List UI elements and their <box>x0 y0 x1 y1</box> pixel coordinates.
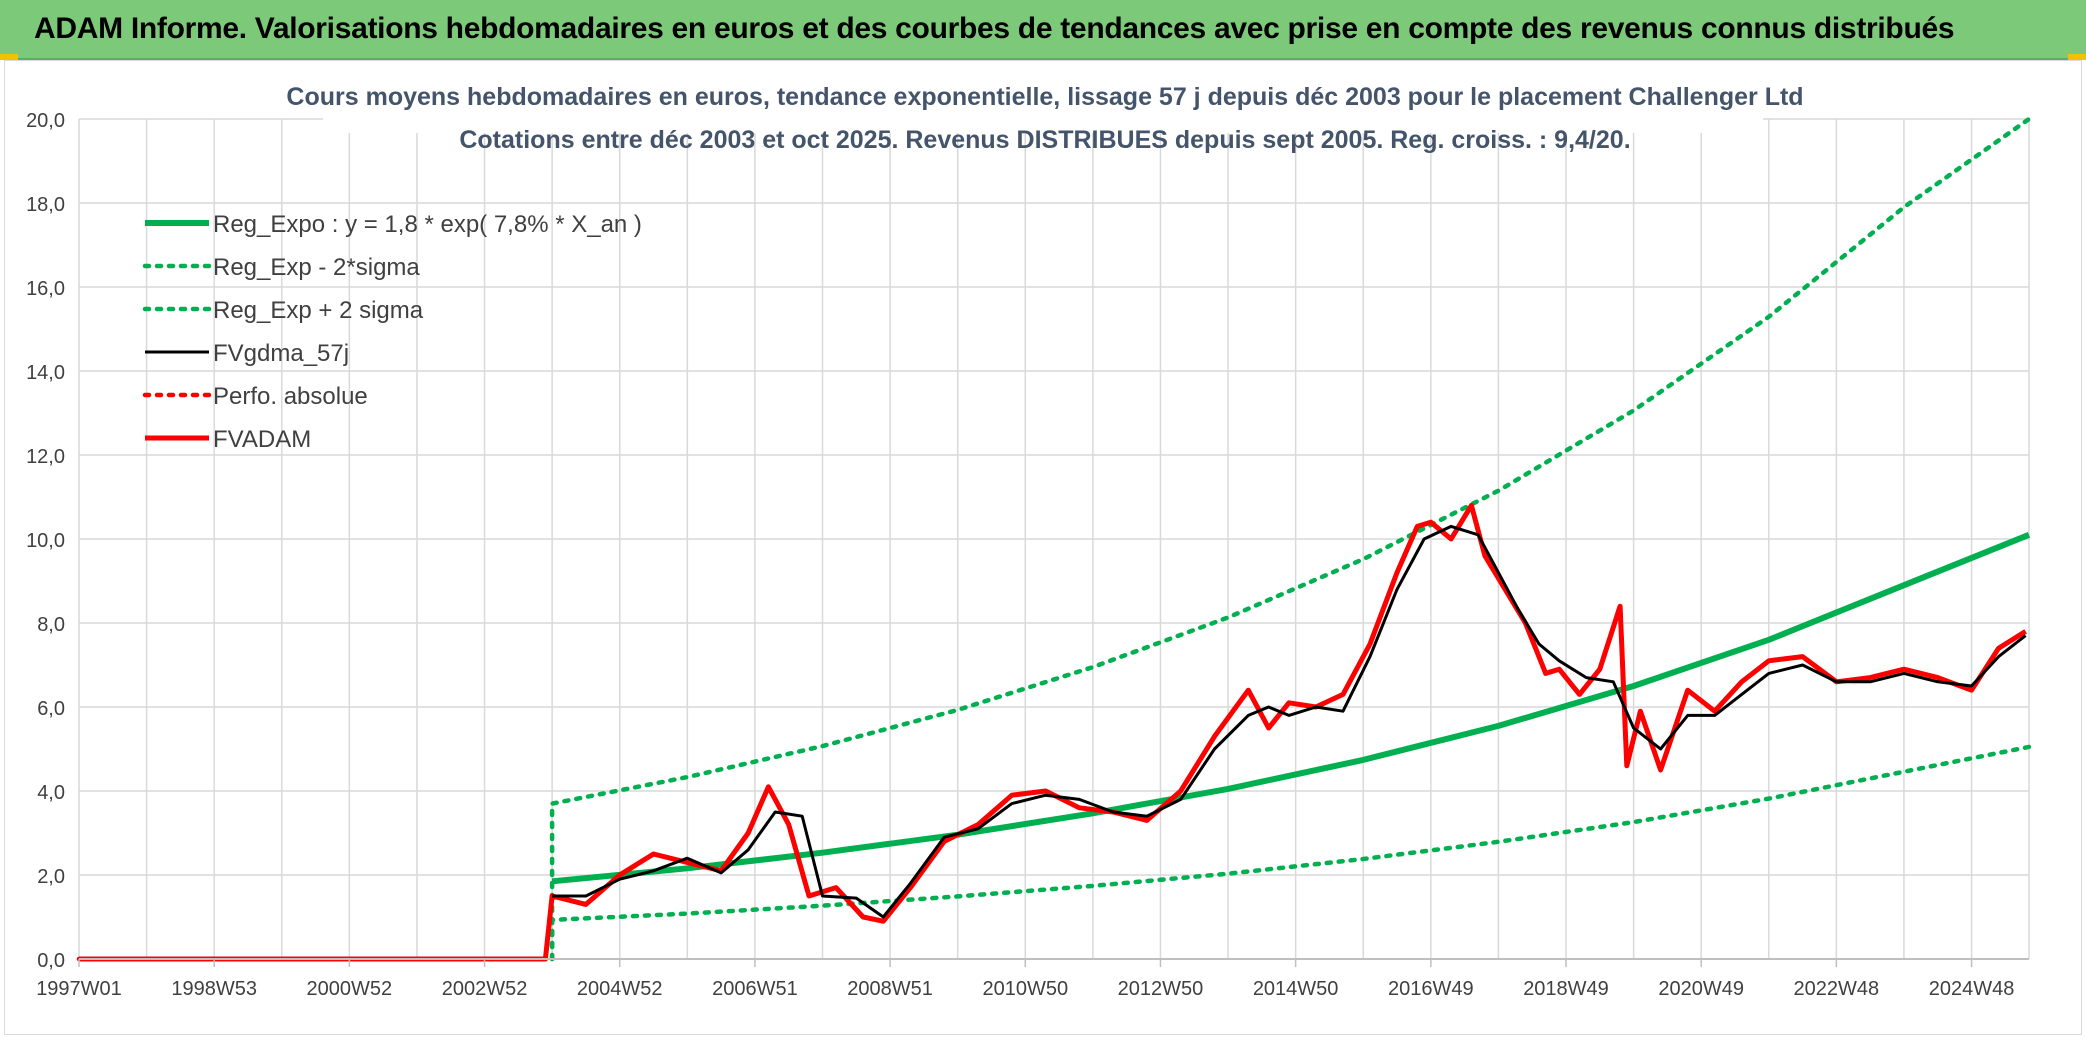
x-tick-label: 2008W51 <box>847 978 933 1000</box>
legend: Reg_Expo : y = 1,8 * exp( 7,8% * X_an ) R… <box>142 211 642 453</box>
x-tick-label: 2010W50 <box>982 978 1068 1000</box>
axis-layer: 0,0 2,0 4,0 6,0 8,0 10,0 12,0 14,0 16,0 18,0 20,0 1… <box>26 110 2029 1000</box>
x-tick-label: 2006W51 <box>712 978 798 1000</box>
chart-svg: 0,0 2,0 4,0 6,0 8,0 10,0 12,0 14,0 16,0 18,0 20,0 1… <box>26 67 2032 1000</box>
chart-title-group: Cours moyens hebdomadaires en euros, ten… <box>286 67 1804 154</box>
legend-label: Reg_Exp - 2*sigma <box>213 254 420 281</box>
legend-label: Perfo. absolue <box>213 383 368 410</box>
y-tick-label: 14,0 <box>26 362 65 384</box>
corner-mark-left <box>0 54 18 60</box>
chart-title-background <box>323 67 1763 133</box>
series-line-4 <box>552 524 2027 919</box>
y-tick-label: 8,0 <box>37 614 65 636</box>
y-tick-label: 12,0 <box>26 446 65 468</box>
x-tick-label: 2022W48 <box>1794 978 1880 1000</box>
legend-label: Reg_Exp + 2 sigma <box>213 297 424 324</box>
chart-title-line1: Cours moyens hebdomadaires en euros, ten… <box>286 83 1803 111</box>
y-tick-label: 6,0 <box>37 698 65 720</box>
chart-title-line2: Cotations entre déc 2003 et oct 2025. Re… <box>459 126 1630 154</box>
legend-label: FVgdma_57j <box>213 340 349 367</box>
x-tick-label: 2024W48 <box>1929 978 2015 1000</box>
x-tick-label: 2018W49 <box>1523 978 1609 1000</box>
y-tick-label: 10,0 <box>26 530 65 552</box>
corner-mark-right <box>2068 54 2086 60</box>
x-tick-label: 2004W52 <box>577 978 663 1000</box>
chart-area: 0,0 2,0 4,0 6,0 8,0 10,0 12,0 14,0 16,0 18,0 20,0 1… <box>4 60 2082 1035</box>
series-line-3 <box>549 116 2032 962</box>
x-tick-label: 2012W50 <box>1118 978 1204 1000</box>
legend-label: Reg_Expo : y = 1,8 * exp( 7,8% * X_an ) <box>213 211 642 238</box>
y-tick-label: 16,0 <box>26 278 65 300</box>
grid-layer <box>78 118 2030 960</box>
x-tick-label: 1997W01 <box>36 978 122 1000</box>
series-line-2 <box>549 744 2032 962</box>
x-tick-label: 2000W52 <box>307 978 393 1000</box>
x-tick-label: 2016W49 <box>1388 978 1474 1000</box>
y-tick-label: 0,0 <box>37 950 65 972</box>
y-tick-label: 4,0 <box>37 782 65 804</box>
series-line-1 <box>551 532 2031 885</box>
x-tick-label: 2014W50 <box>1253 978 1339 1000</box>
x-tick-label: 2020W49 <box>1658 978 1744 1000</box>
y-tick-label: 18,0 <box>26 194 65 216</box>
page-header: ADAM Informe. Valorisations hebdomadaire… <box>0 0 2086 60</box>
x-tick-label: 2002W52 <box>442 978 528 1000</box>
y-tick-label: 2,0 <box>37 866 65 888</box>
x-tick-label: 1998W53 <box>171 978 257 1000</box>
page-title: ADAM Informe. Valorisations hebdomadaire… <box>34 12 1955 45</box>
legend-label: FVADAM <box>213 426 311 453</box>
series-layer <box>76 116 2032 962</box>
y-tick-label: 20,0 <box>26 110 65 132</box>
